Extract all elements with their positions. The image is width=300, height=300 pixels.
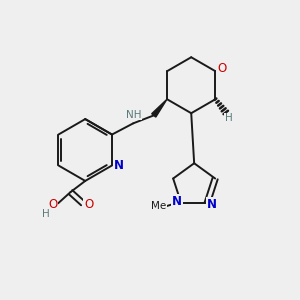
Text: N: N — [207, 198, 217, 211]
Text: Me: Me — [152, 201, 167, 211]
Text: N: N — [113, 159, 124, 172]
Text: H: H — [225, 113, 232, 123]
Text: O: O — [84, 198, 93, 211]
Text: O: O — [217, 62, 226, 75]
Text: H: H — [42, 208, 50, 219]
Text: NH: NH — [126, 110, 141, 119]
Text: O: O — [48, 198, 58, 211]
Polygon shape — [152, 99, 167, 117]
Text: N: N — [172, 195, 182, 208]
